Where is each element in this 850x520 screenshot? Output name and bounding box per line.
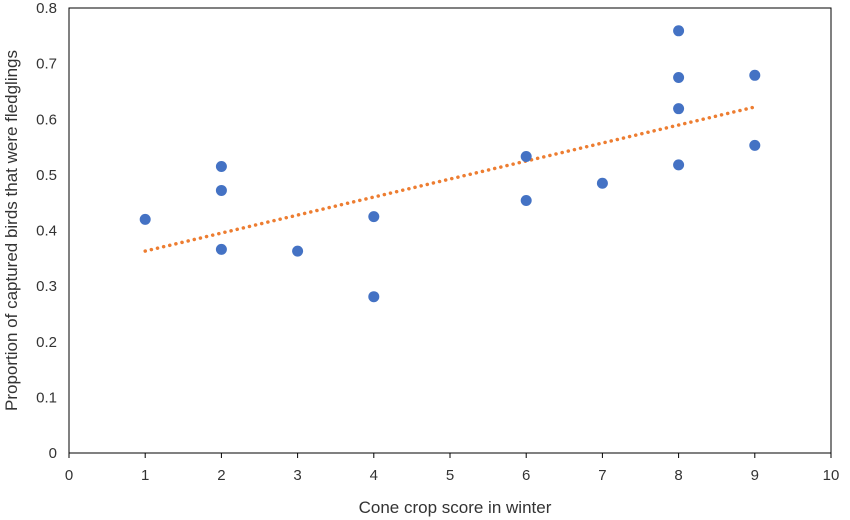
plot-area: [68, 7, 832, 454]
data-point: [215, 184, 227, 196]
data-point: [368, 291, 380, 303]
y-tick-label: 0.7: [36, 56, 57, 73]
x-tick-label: 2: [217, 467, 225, 484]
x-axis-ticks: 0 1 2 3 4 5 6 7 8 9 10: [65, 453, 840, 484]
x-axis-title: Cone crop score in winter: [359, 498, 552, 517]
data-point: [215, 161, 227, 173]
x-tick-label: 9: [751, 467, 759, 484]
data-points: [139, 25, 761, 303]
data-point: [520, 194, 532, 206]
data-point: [368, 211, 380, 223]
data-point: [292, 245, 304, 257]
x-tick-label: 3: [293, 467, 301, 484]
data-point: [215, 243, 227, 255]
y-tick-label: 0.8: [36, 0, 57, 17]
y-axis-title: Proportion of captured birds that were f…: [2, 50, 21, 411]
data-point: [749, 139, 761, 151]
trendline: [143, 105, 757, 253]
x-tick-label: 4: [370, 467, 378, 484]
data-point: [673, 103, 685, 115]
y-tick-label: 0.2: [36, 334, 57, 351]
data-point: [673, 72, 685, 84]
y-axis-ticks: 0 0.1 0.2 0.3 0.4 0.5 0.6 0.7 0.8: [36, 0, 57, 462]
x-tick-label: 5: [446, 467, 454, 484]
x-tick-label: 10: [823, 467, 840, 484]
x-tick-label: 7: [598, 467, 606, 484]
y-tick-label: 0.5: [36, 167, 57, 184]
data-point: [749, 69, 761, 81]
data-point: [596, 177, 608, 189]
x-tick-label: 1: [141, 467, 149, 484]
x-tick-label: 0: [65, 467, 73, 484]
y-tick-label: 0.4: [36, 223, 57, 240]
data-point: [673, 25, 685, 37]
x-tick-label: 8: [674, 467, 682, 484]
y-tick-label: 0.1: [36, 389, 57, 406]
y-tick-label: 0.3: [36, 278, 57, 295]
data-point: [520, 151, 532, 163]
y-tick-label: 0.6: [36, 111, 57, 128]
data-point: [673, 159, 685, 171]
data-point: [139, 213, 151, 225]
x-tick-label: 6: [522, 467, 530, 484]
y-tick-label: 0: [49, 445, 57, 462]
